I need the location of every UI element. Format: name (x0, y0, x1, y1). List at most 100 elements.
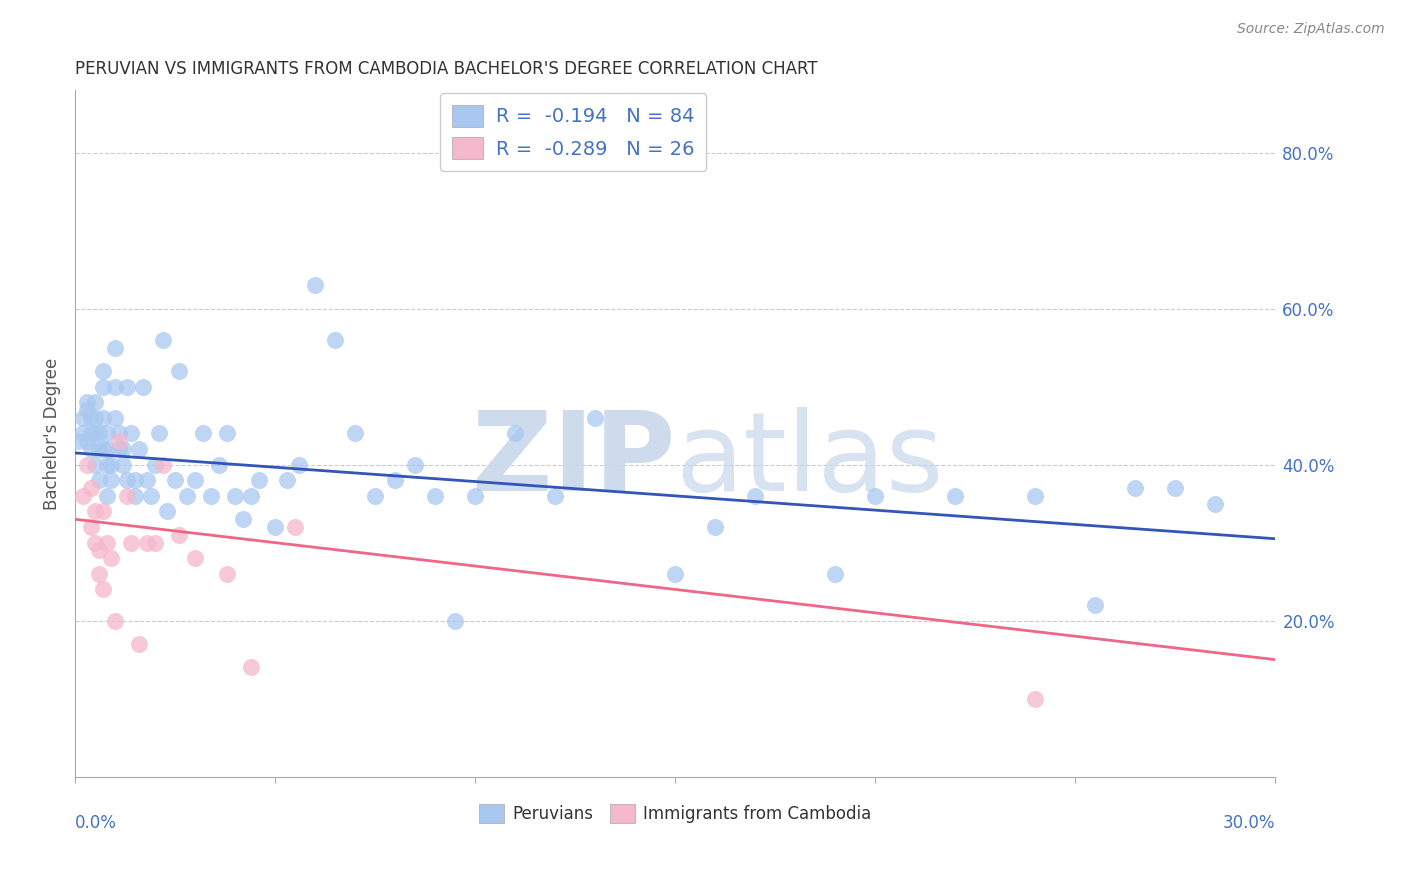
Point (104, 341, 127, 355)
Legend: Peruvians, Immigrants from Cambodia: Peruvians, Immigrants from Cambodia (472, 797, 879, 830)
Point (87, 473, 110, 487)
Point (1024, 489, 1046, 503)
Point (104, 410, 127, 425)
Point (128, 442, 150, 456)
Point (96, 442, 118, 456)
Point (664, 566, 686, 581)
Point (84, 458, 107, 472)
Point (124, 489, 146, 503)
Point (247, 473, 270, 487)
Point (108, 442, 131, 456)
Point (96, 426, 118, 441)
Point (87, 426, 110, 441)
Point (143, 458, 166, 472)
Point (87, 442, 110, 456)
Point (167, 528, 190, 542)
Point (1084, 598, 1107, 612)
Point (76, 403, 98, 417)
Point (139, 489, 162, 503)
Point (87, 543, 110, 558)
Point (215, 566, 238, 581)
Point (91, 364, 114, 378)
Point (100, 473, 122, 487)
Point (128, 637, 150, 651)
Point (80, 481, 103, 495)
Point (104, 379, 127, 393)
Point (80, 410, 103, 425)
Point (364, 489, 387, 503)
Point (1024, 691, 1046, 706)
Text: PERUVIAN VS IMMIGRANTS FROM CAMBODIA BACHELOR'S DEGREE CORRELATION CHART: PERUVIAN VS IMMIGRANTS FROM CAMBODIA BAC… (75, 60, 818, 78)
Point (143, 535, 166, 549)
Point (824, 566, 846, 581)
Point (544, 489, 567, 503)
Point (184, 473, 207, 487)
Point (323, 333, 346, 347)
Point (91, 410, 114, 425)
Point (744, 489, 766, 503)
Point (232, 512, 254, 526)
Point (91, 504, 114, 518)
Point (96, 458, 118, 472)
Point (72, 489, 94, 503)
Point (136, 535, 159, 549)
Point (84, 535, 107, 549)
Point (176, 489, 198, 503)
Point (124, 473, 146, 487)
Point (87, 566, 110, 581)
Point (72, 426, 94, 441)
Text: Source: ZipAtlas.com: Source: ZipAtlas.com (1237, 22, 1385, 37)
Point (76, 434, 98, 449)
Point (863, 489, 886, 503)
Point (200, 489, 222, 503)
Point (84, 395, 107, 409)
Point (1204, 497, 1226, 511)
Point (276, 473, 298, 487)
Point (163, 473, 186, 487)
Point (96, 535, 118, 549)
Y-axis label: Bachelor's Degree: Bachelor's Degree (44, 358, 60, 509)
Point (704, 520, 727, 534)
Point (1164, 481, 1187, 495)
Point (104, 614, 127, 628)
Point (152, 458, 174, 472)
Point (284, 520, 307, 534)
Point (100, 458, 122, 472)
Point (80, 426, 103, 441)
Point (167, 364, 190, 378)
Text: atlas: atlas (675, 408, 943, 515)
Point (80, 520, 103, 534)
Point (84, 504, 107, 518)
Point (108, 434, 131, 449)
Point (464, 489, 486, 503)
Point (240, 660, 263, 674)
Point (288, 458, 311, 472)
Point (404, 458, 426, 472)
Point (80, 442, 103, 456)
Point (208, 458, 231, 472)
Point (120, 535, 142, 549)
Point (96, 489, 118, 503)
Point (108, 426, 131, 441)
Point (115, 473, 138, 487)
Point (344, 426, 367, 441)
Point (215, 426, 238, 441)
Point (91, 379, 114, 393)
Point (304, 278, 326, 293)
Point (72, 410, 94, 425)
Point (132, 379, 155, 393)
Point (444, 614, 467, 628)
Point (184, 551, 207, 566)
Text: 30.0%: 30.0% (1223, 814, 1275, 832)
Point (503, 426, 526, 441)
Point (148, 426, 170, 441)
Point (1123, 481, 1146, 495)
Point (67, 434, 90, 449)
Point (76, 458, 98, 472)
Point (152, 333, 174, 347)
Point (120, 426, 142, 441)
Point (111, 458, 134, 472)
Point (91, 582, 114, 597)
Point (84, 426, 107, 441)
Point (100, 551, 122, 566)
